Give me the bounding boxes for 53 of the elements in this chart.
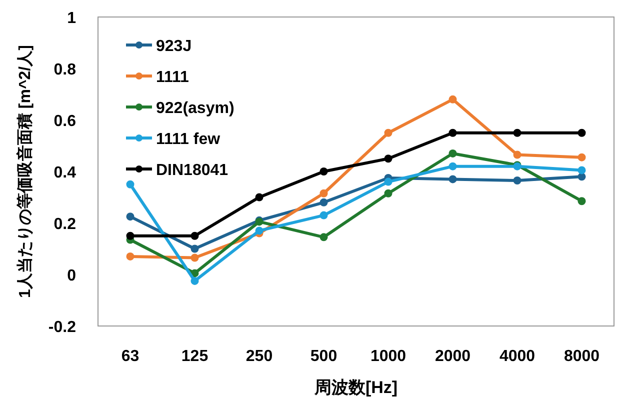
- point: [320, 168, 328, 176]
- y-axis-title: 1人当たりの等価吸音面積 [m^2/人]: [16, 45, 34, 298]
- point: [513, 150, 522, 159]
- point: [384, 178, 392, 186]
- legend-label: 923J: [156, 38, 192, 55]
- point: [320, 233, 328, 242]
- point: [255, 193, 264, 202]
- point: [578, 197, 586, 206]
- legend-label: DIN18041: [156, 162, 228, 179]
- point: [448, 149, 457, 158]
- x-tick-label: 500: [310, 348, 338, 365]
- point: [190, 244, 199, 253]
- x-tick-label: 8000: [564, 348, 600, 365]
- point: [190, 254, 199, 262]
- point: [126, 232, 134, 240]
- point: [448, 162, 457, 170]
- point: [578, 166, 586, 174]
- y-tick-label: 0.8: [54, 62, 76, 78]
- point: [126, 180, 134, 188]
- point: [384, 154, 392, 163]
- point: [190, 276, 199, 285]
- point: [513, 128, 522, 137]
- x-tick-label: 63: [121, 348, 140, 365]
- point: [384, 128, 392, 137]
- point: [448, 175, 457, 184]
- y-tick-label: 1: [67, 10, 76, 27]
- point: [578, 153, 586, 162]
- y-tick-label: 0: [67, 268, 76, 284]
- point: [320, 198, 328, 206]
- point: [255, 226, 264, 235]
- point: [578, 128, 586, 137]
- x-tick-label: 4000: [499, 348, 536, 365]
- x-tick-label: 250: [246, 348, 273, 365]
- point: [190, 232, 199, 240]
- legend-label: 922(asym): [156, 100, 234, 117]
- y-tick-label: 0.4: [54, 164, 76, 182]
- x-tick-label: 2000: [434, 348, 471, 365]
- point: [126, 212, 134, 221]
- point: [448, 95, 457, 104]
- point: [448, 128, 457, 137]
- y-tick-label: 0.2: [54, 216, 76, 233]
- legend-label: 1111: [156, 69, 190, 86]
- x-tick-label: 125: [181, 348, 208, 365]
- point: [320, 189, 328, 198]
- point: [320, 211, 328, 220]
- y-tick-label: 0.6: [54, 113, 76, 130]
- point: [384, 189, 392, 198]
- x-tick-label: 1000: [370, 348, 406, 365]
- y-tick-label: -0.2: [48, 319, 76, 336]
- point: [126, 252, 134, 260]
- x-axis-title: 周波数[Hz]: [313, 378, 398, 397]
- legend-label: 1111 few: [156, 131, 221, 148]
- point: [513, 176, 522, 185]
